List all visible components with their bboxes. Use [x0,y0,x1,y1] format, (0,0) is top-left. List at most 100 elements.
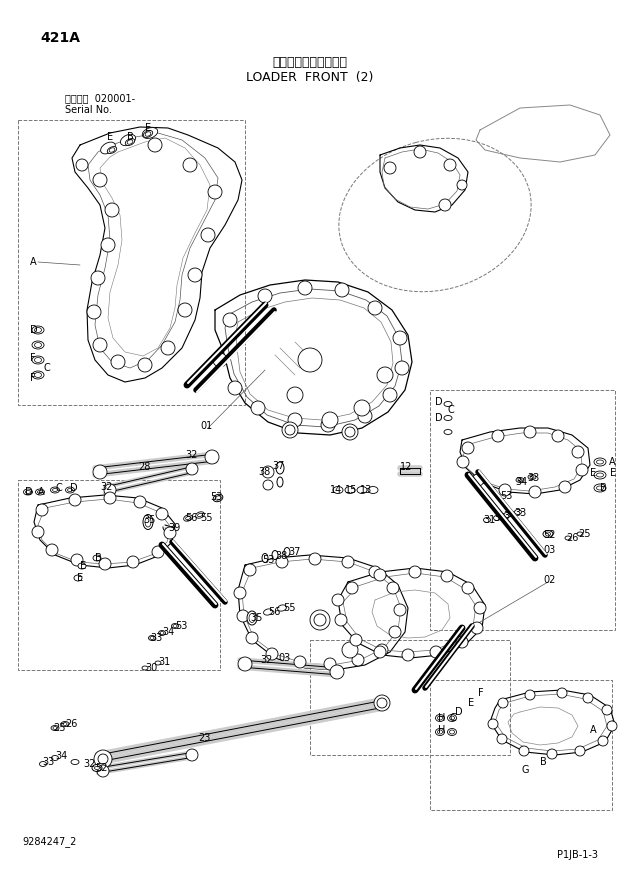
Circle shape [394,604,406,616]
Ellipse shape [450,716,454,720]
Circle shape [576,464,588,476]
Circle shape [575,746,585,756]
Circle shape [393,331,407,345]
Circle shape [152,546,164,558]
Ellipse shape [142,666,148,670]
Bar [18,480,220,670]
Text: 33: 33 [514,508,526,518]
Circle shape [354,400,370,416]
Circle shape [237,610,249,622]
Ellipse shape [107,147,117,154]
Text: 56: 56 [268,607,280,617]
Circle shape [36,504,48,516]
Circle shape [238,657,252,671]
Text: 53: 53 [262,555,275,565]
Circle shape [288,413,302,427]
Text: LOADER  FRONT  (2): LOADER FRONT (2) [246,71,374,84]
Circle shape [91,271,105,285]
Text: 421A: 421A [40,31,80,45]
Ellipse shape [184,515,192,521]
Circle shape [492,430,504,442]
Ellipse shape [35,327,42,333]
Circle shape [314,614,326,626]
Text: 33: 33 [42,757,55,767]
Ellipse shape [277,477,283,487]
Circle shape [559,481,571,493]
Text: E: E [468,698,474,708]
Text: E: E [80,561,86,571]
Text: 32: 32 [260,655,272,665]
Ellipse shape [448,714,456,721]
Text: D: D [25,487,33,497]
Ellipse shape [24,489,32,495]
Ellipse shape [37,491,43,493]
Circle shape [101,238,115,252]
Text: 37: 37 [272,461,285,471]
Circle shape [346,582,358,594]
Ellipse shape [120,134,136,146]
Text: 32: 32 [185,450,197,460]
Circle shape [111,355,125,369]
Circle shape [335,283,349,297]
Ellipse shape [53,489,58,491]
Ellipse shape [145,132,151,136]
Text: A: A [590,725,596,735]
Circle shape [93,338,107,352]
Circle shape [602,705,612,715]
Ellipse shape [594,458,606,466]
Circle shape [529,486,541,498]
Circle shape [471,622,483,634]
Ellipse shape [185,516,190,519]
Text: F: F [30,353,35,363]
Text: 38: 38 [258,467,270,477]
Ellipse shape [172,623,179,629]
Circle shape [104,484,116,496]
Circle shape [572,446,584,458]
Ellipse shape [32,326,44,334]
Ellipse shape [51,755,58,760]
Circle shape [322,412,338,428]
Circle shape [298,348,322,372]
Text: A: A [609,457,616,467]
Ellipse shape [71,760,79,765]
Ellipse shape [145,517,151,527]
Circle shape [97,765,109,777]
Text: 13: 13 [360,485,372,495]
Text: P1JB-1-3: P1JB-1-3 [557,850,598,860]
Text: D: D [70,483,78,493]
Circle shape [472,474,484,486]
Circle shape [462,582,474,594]
Text: D: D [435,397,443,407]
Text: 03: 03 [543,545,556,555]
Circle shape [583,693,593,703]
Circle shape [298,281,312,295]
Ellipse shape [484,518,490,523]
Text: Serial No.: Serial No. [65,105,112,115]
Text: 12: 12 [400,462,412,472]
Ellipse shape [438,716,443,720]
Ellipse shape [32,371,44,379]
Circle shape [164,527,176,539]
Circle shape [387,582,399,594]
Ellipse shape [35,489,45,495]
Ellipse shape [143,127,157,139]
Ellipse shape [368,486,378,493]
Circle shape [332,594,344,606]
Circle shape [321,418,335,432]
Circle shape [183,158,197,172]
Ellipse shape [109,148,115,152]
Circle shape [474,602,486,614]
Circle shape [350,634,362,646]
Text: E: E [107,132,113,142]
Ellipse shape [515,510,521,514]
Circle shape [330,665,344,679]
Text: B: B [95,553,102,563]
Text: D: D [455,707,463,717]
Text: 37: 37 [288,547,300,557]
Text: 31: 31 [483,515,495,525]
Circle shape [156,508,168,520]
Circle shape [342,642,358,658]
Circle shape [374,646,386,658]
Ellipse shape [68,489,73,491]
Ellipse shape [40,761,46,766]
